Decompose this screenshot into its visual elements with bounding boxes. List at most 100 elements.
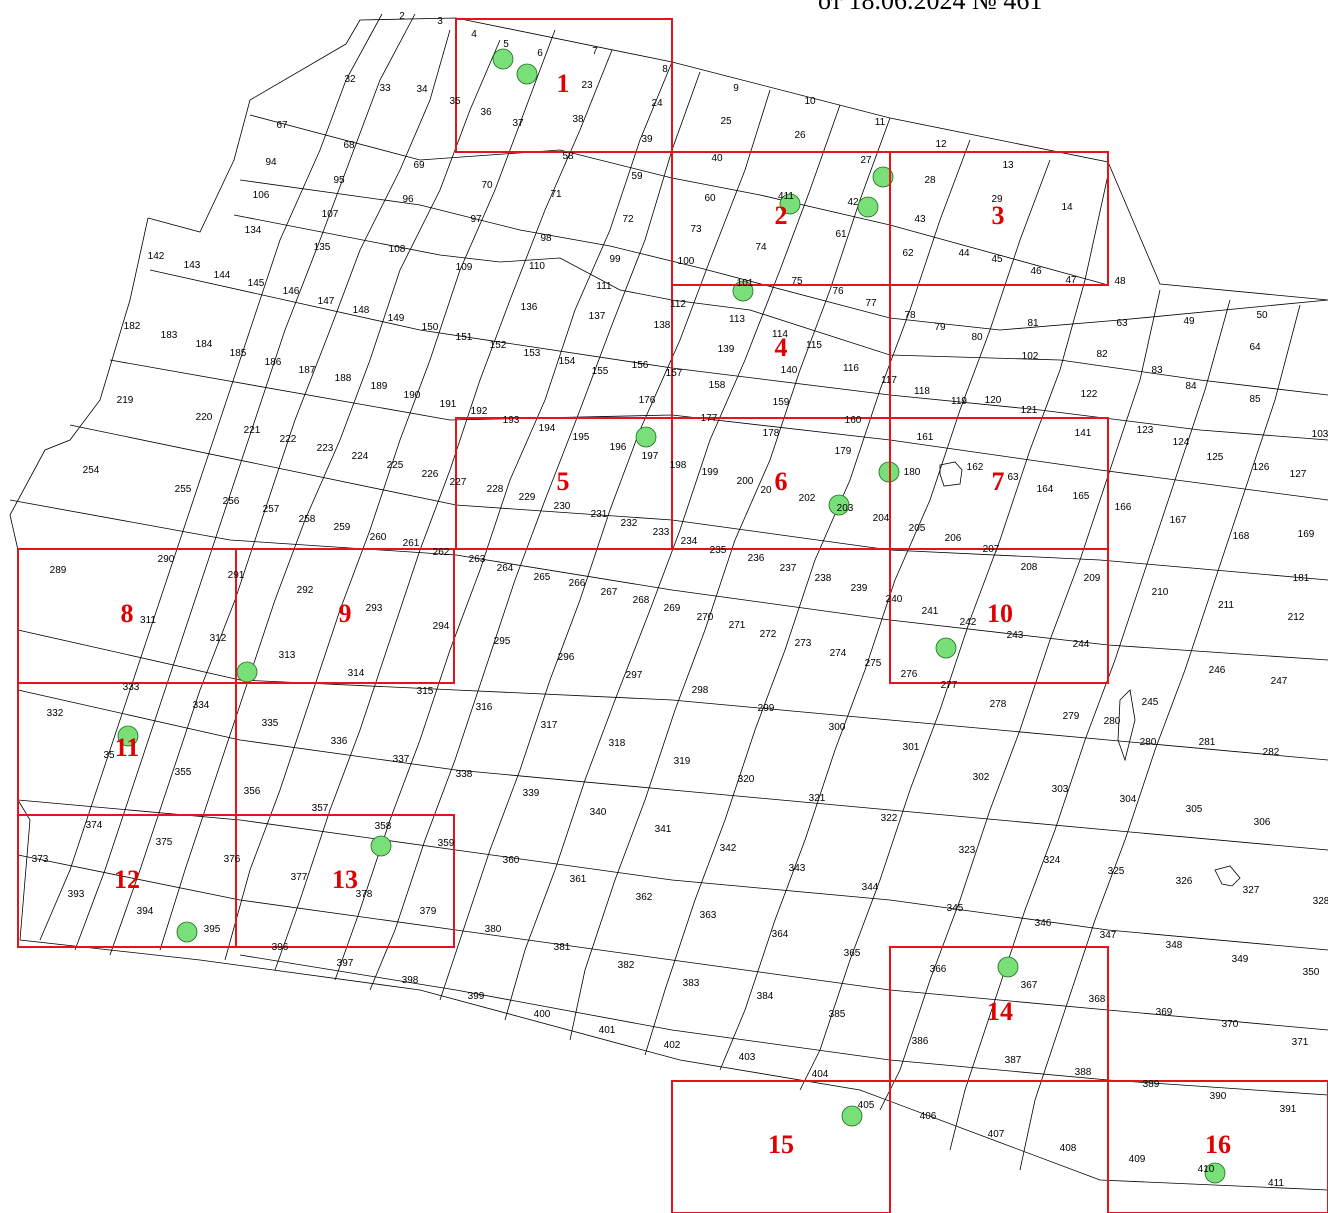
parcel-number: 302 [973, 772, 990, 783]
parcel-number: 312 [210, 633, 227, 644]
parcel-number: 149 [388, 313, 405, 324]
parcel-number: 37 [512, 118, 524, 129]
sheet-number-4: 4 [775, 333, 788, 362]
parcel-number: 382 [618, 960, 635, 971]
parcel-number: 190 [404, 390, 421, 401]
parcel-number: 326 [1176, 876, 1193, 887]
parcel-number: 234 [681, 536, 698, 547]
parcel-number: 200 [737, 476, 754, 487]
parcel-number: 327 [1243, 885, 1260, 896]
parcel-number: 120 [985, 395, 1002, 406]
parcel-number: 387 [1005, 1055, 1022, 1066]
parcel-number: 43 [914, 214, 926, 225]
parcel-number: 178 [763, 428, 780, 439]
parcel-number: 373 [32, 854, 49, 865]
parcel-number: 78 [904, 310, 916, 321]
parcel-number: 224 [352, 451, 369, 462]
parcel-number: 14 [1061, 202, 1073, 213]
parcel-number: 83 [1151, 365, 1163, 376]
parcel-number: 247 [1271, 676, 1288, 687]
parcel-number: 306 [1254, 817, 1271, 828]
parcel-number: 220 [196, 412, 213, 423]
parcel-number: 259 [334, 522, 351, 533]
parcel-number: 339 [523, 788, 540, 799]
parcel-number: 29 [991, 194, 1003, 205]
parcel-number: 112 [670, 299, 686, 310]
parcel-number: 5 [503, 39, 509, 50]
parcel-number: 280 [1140, 737, 1157, 748]
parcel-number: 97 [470, 214, 482, 225]
parcel-number: 183 [161, 330, 178, 341]
parcel-number: 113 [729, 314, 745, 325]
parcel-number: 59 [631, 171, 643, 182]
parcel-number: 160 [845, 415, 862, 426]
parcel-number: 346 [1035, 918, 1052, 929]
parcel-number: 398 [402, 975, 419, 986]
parcel-number: 2 [399, 11, 405, 22]
parcel-number: 46 [1030, 266, 1042, 277]
parcel-number: 360 [503, 855, 520, 866]
parcel-number: 409 [1129, 1154, 1146, 1165]
parcel-number: 158 [709, 380, 726, 391]
parcel-number: 245 [1142, 697, 1159, 708]
parcel-number: 272 [760, 629, 777, 640]
parcel-number: 107 [322, 209, 339, 220]
parcel-number: 25 [720, 116, 732, 127]
green-area-2 [516, 63, 538, 85]
parcel-number: 244 [1073, 639, 1090, 650]
parcel-number: 319 [674, 756, 691, 767]
parcel-number: 231 [591, 509, 608, 520]
parcel-number: 393 [68, 889, 85, 900]
parcel-number: 289 [50, 565, 67, 576]
parcel-number: 298 [692, 685, 709, 696]
parcel-number: 366 [930, 964, 947, 975]
parcel-number: 268 [633, 595, 650, 606]
parcel-number: 180 [904, 467, 921, 478]
parcel-number: 207 [983, 544, 1000, 555]
parcel-number: 281 [1199, 737, 1216, 748]
parcel-number: 230 [554, 501, 571, 512]
parcel-number: 365 [844, 948, 861, 959]
parcel-number: 239 [851, 583, 868, 594]
parcel-number: 236 [748, 553, 765, 564]
parcel-number: 274 [830, 648, 847, 659]
green-area-9 [828, 494, 850, 516]
parcel-number: 219 [117, 395, 134, 406]
parcel-number: 254 [83, 465, 100, 476]
parcel-number: 156 [632, 360, 649, 371]
green-area-7 [635, 426, 657, 448]
parcel-number: 121 [1021, 405, 1038, 416]
parcel-number: 194 [539, 423, 556, 434]
parcel-number: 389 [1143, 1079, 1160, 1090]
sheet-frame-3 [889, 151, 1109, 286]
parcel-number: 84 [1185, 381, 1197, 392]
parcel-number: 68 [343, 140, 355, 151]
parcel-boundaries [9, 13, 1328, 1191]
parcel-number: 80 [971, 332, 983, 343]
parcel-number: 191 [440, 399, 457, 410]
parcel-number: 71 [550, 189, 562, 200]
parcel-number: 106 [253, 190, 270, 201]
parcel-number: 48 [1114, 276, 1126, 287]
parcel-number: 332 [47, 708, 64, 719]
parcel-number: 337 [393, 754, 410, 765]
parcel-number: 42 [847, 197, 859, 208]
sheet-number-13: 13 [332, 865, 358, 894]
sheet-number-16: 16 [1205, 1130, 1231, 1159]
parcel-number: 411 [778, 191, 794, 202]
parcel-number: 317 [541, 720, 558, 731]
parcel-number: 124 [1173, 437, 1190, 448]
parcel-number: 401 [599, 1025, 616, 1036]
parcel-number: 370 [1222, 1019, 1239, 1030]
parcel-number: 411 [1268, 1178, 1284, 1189]
parcel-number: 199 [702, 467, 719, 478]
parcel-number: 28 [924, 175, 936, 186]
parcel-number: 300 [829, 722, 846, 733]
parcel-number: 223 [317, 443, 334, 454]
green-area-15 [997, 956, 1019, 978]
parcel-number: 95 [333, 175, 345, 186]
parcel-number: 402 [664, 1040, 681, 1051]
parcel-number: 271 [729, 620, 746, 631]
parcel-number: 63 [1116, 318, 1128, 329]
